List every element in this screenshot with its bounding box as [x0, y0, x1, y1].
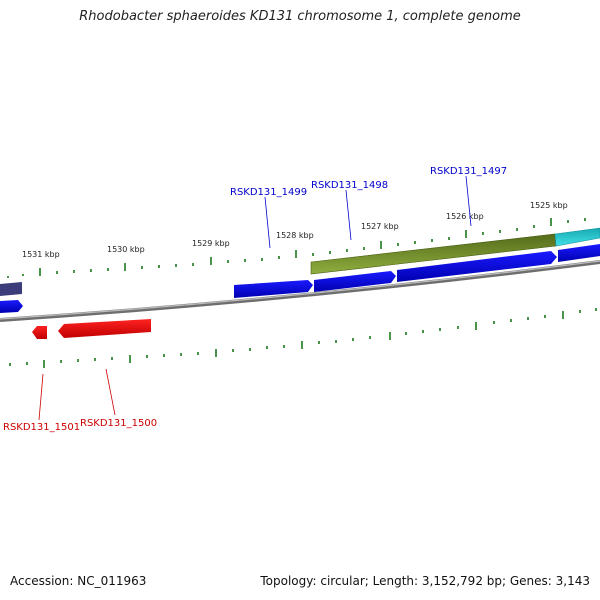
scale-label-1530: 1530 kbp: [107, 245, 145, 254]
reverse-tick-track: [9, 308, 597, 368]
scale-label-1528: 1528 kbp: [276, 231, 314, 240]
gene-label-rskd131-1498[interactable]: RSKD131_1498: [311, 180, 388, 191]
reverse-gene-leaders: [38, 368, 116, 421]
gene-arrow-rskd131-1500[interactable]: [58, 319, 151, 338]
gene-arrow-rskd131-1497[interactable]: [397, 251, 557, 282]
gene-arrow-rskd131-1499[interactable]: [234, 280, 313, 298]
gene-arrow-rskd131-1501[interactable]: [32, 326, 47, 339]
accession-text: Accession: NC_011963: [10, 574, 147, 588]
scale-label-1529: 1529 kbp: [192, 239, 230, 248]
gene-label-rskd131-1499[interactable]: RSKD131_1499: [230, 187, 307, 198]
dark-feature-left[interactable]: [0, 282, 22, 296]
gene-arrow-left-edge[interactable]: [0, 300, 23, 313]
gene-label-rskd131-1497[interactable]: RSKD131_1497: [430, 166, 507, 177]
scale-label-1525: 1525 kbp: [530, 201, 568, 210]
gene-arrow-rskd131-1498[interactable]: [314, 271, 396, 292]
genome-summary-text: Topology: circular; Length: 3,152,792 bp…: [260, 574, 590, 588]
genome-backbone: [0, 260, 600, 322]
forward-tick-track: [7, 218, 586, 278]
gene-label-rskd131-1500[interactable]: RSKD131_1500: [80, 418, 157, 429]
map-title: Rhodobacter sphaeroides KD131 chromosome…: [79, 9, 521, 24]
scale-label-1531: 1531 kbp: [22, 250, 60, 259]
scale-label-1526: 1526 kbp: [446, 212, 484, 221]
gene-arrow-right-edge[interactable]: [558, 244, 600, 262]
cyan-feature[interactable]: [554, 227, 600, 247]
scale-labels: 1531 kbp 1530 kbp 1529 kbp 1528 kbp 1527…: [22, 201, 568, 259]
scale-label-1527: 1527 kbp: [361, 222, 399, 231]
forward-gene-leaders: [264, 175, 472, 249]
gene-label-rskd131-1501[interactable]: RSKD131_1501: [3, 422, 80, 433]
